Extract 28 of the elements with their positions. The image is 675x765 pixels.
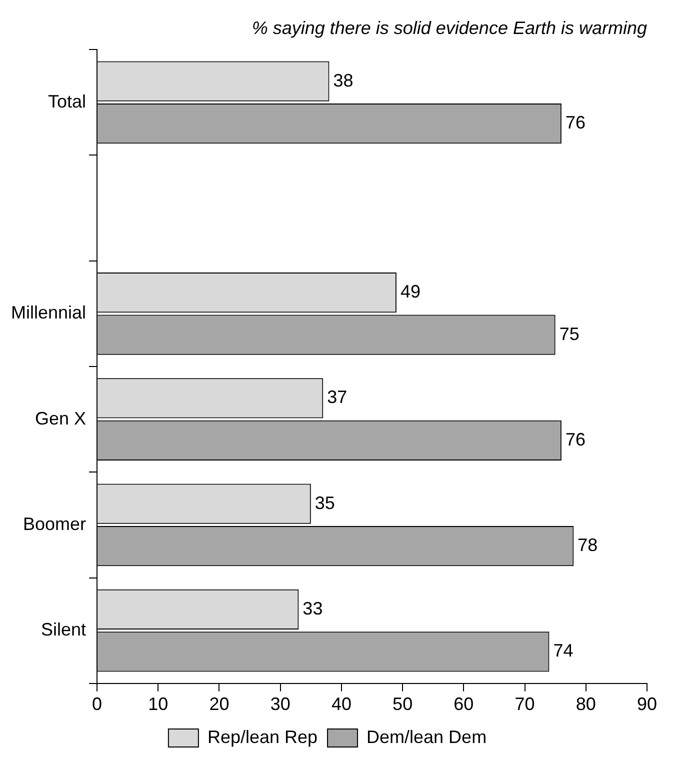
legend-label: Rep/lean Rep	[207, 726, 318, 747]
x-tick-label: 60	[454, 694, 474, 714]
data-label: 76	[565, 112, 586, 133]
data-label: 49	[400, 282, 420, 302]
x-tick-label: 70	[514, 694, 535, 714]
data-label: 76	[565, 429, 586, 450]
data-label: 37	[327, 387, 348, 408]
y-tick-label: Silent	[41, 620, 86, 640]
data-label: 74	[553, 640, 574, 661]
y-tick-label: Boomer	[23, 514, 86, 534]
legend-label: Dem/lean Dem	[366, 726, 487, 747]
y-tick-label: Millennial	[10, 302, 86, 323]
x-tick-label: 40	[331, 694, 352, 714]
y-tick-label: Gen X	[35, 408, 86, 428]
data-label: 38	[333, 70, 354, 90]
x-tick-label: 30	[270, 694, 290, 714]
x-tick-label: 20	[209, 694, 230, 714]
data-label: 75	[559, 324, 580, 344]
data-label: 78	[578, 535, 598, 556]
x-tick-label: 50	[392, 694, 413, 714]
data-label: 33	[302, 598, 323, 618]
x-tick-label: 90	[636, 694, 658, 714]
data-label: 35	[314, 492, 335, 513]
chart-title: % saying there is solid evidence Earth is warming	[252, 18, 647, 38]
x-tick-label: 80	[576, 694, 596, 714]
y-tick-label: Total	[48, 91, 86, 112]
x-tick-label: 10	[148, 694, 168, 714]
x-tick-label: 0	[92, 694, 102, 714]
